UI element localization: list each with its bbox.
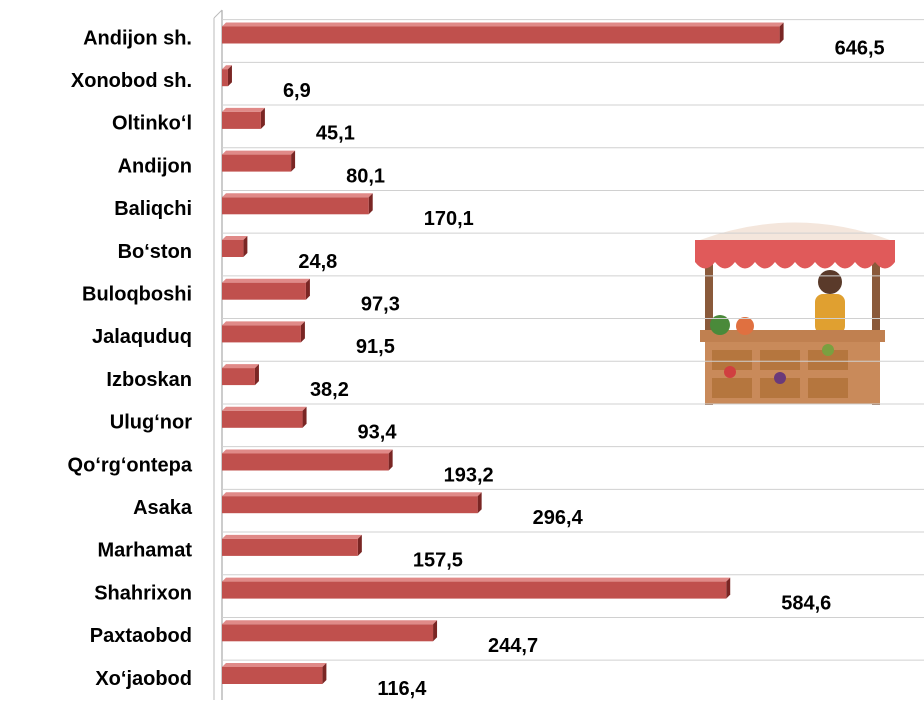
bar: [222, 283, 306, 300]
market-illustration: [690, 215, 895, 410]
bar: [222, 368, 255, 385]
value-label: 80,1: [346, 165, 385, 187]
value-label: 584,6: [781, 592, 831, 614]
bar-top: [222, 578, 730, 582]
category-label: Marhamat: [98, 540, 193, 562]
value-label: 244,7: [488, 635, 538, 657]
category-label: Xo‘jaobod: [95, 668, 192, 690]
category-label: Andijon: [118, 155, 192, 177]
category-label: Andijon sh.: [83, 27, 192, 49]
value-label: 38,2: [310, 379, 349, 401]
category-label: Izboskan: [106, 369, 192, 391]
value-label: 193,2: [444, 464, 494, 486]
category-label: Baliqchi: [114, 198, 192, 220]
value-label: 646,5: [835, 37, 885, 59]
value-label: 170,1: [424, 208, 474, 230]
bar: [222, 155, 291, 172]
bar: [222, 582, 726, 599]
category-label: Xonobod sh.: [71, 70, 192, 92]
bar-top: [222, 620, 437, 624]
bar-top: [222, 193, 373, 197]
bar-top: [222, 23, 784, 27]
value-label: 93,4: [358, 422, 398, 444]
value-label: 91,5: [356, 336, 395, 358]
bar-top: [222, 321, 305, 325]
category-label: Asaka: [133, 497, 193, 519]
bar: [222, 411, 303, 428]
bar: [222, 69, 228, 86]
page: {"chart_data": {"type": "bar", "orientat…: [0, 0, 924, 700]
bar-top: [222, 535, 362, 539]
value-label: 6,9: [283, 80, 311, 102]
bar: [222, 454, 389, 471]
bar: [222, 667, 322, 684]
bar-top: [222, 663, 326, 667]
bar-top: [222, 450, 393, 454]
chart: Andijon sh. 646,5 Xonobod sh. 6,9 Oltinko‘l 4…: [0, 0, 924, 700]
bar: [222, 496, 478, 513]
bar-top: [222, 151, 295, 155]
bar-top: [222, 108, 265, 112]
category-label: Jalaquduq: [92, 326, 192, 348]
value-label: 157,5: [413, 550, 463, 572]
category-label: Paxtaobod: [90, 625, 192, 647]
category-label: Oltinko‘l: [112, 113, 192, 135]
bar-top: [222, 279, 310, 283]
value-label: 296,4: [533, 507, 584, 529]
bar: [222, 325, 301, 342]
bar-top: [222, 492, 482, 496]
bar: [222, 624, 433, 641]
value-label: 45,1: [316, 123, 355, 145]
category-label: Ulug‘nor: [110, 412, 192, 434]
bar: [222, 240, 243, 257]
bar-top: [222, 236, 247, 240]
category-label: Buloqboshi: [82, 283, 192, 305]
bar: [222, 112, 261, 129]
bar: [222, 539, 358, 556]
bar-top: [222, 364, 259, 368]
value-label: 24,8: [298, 251, 337, 273]
bar: [222, 197, 369, 214]
category-label: Bo‘ston: [118, 241, 192, 263]
category-label: Shahrixon: [94, 582, 192, 604]
value-label: 116,4: [377, 678, 427, 700]
bar: [222, 27, 780, 44]
axis-line: [214, 10, 222, 18]
value-label: 97,3: [361, 293, 400, 315]
category-label: Qo‘rg‘ontepa: [68, 454, 193, 476]
bar-top: [222, 407, 307, 411]
